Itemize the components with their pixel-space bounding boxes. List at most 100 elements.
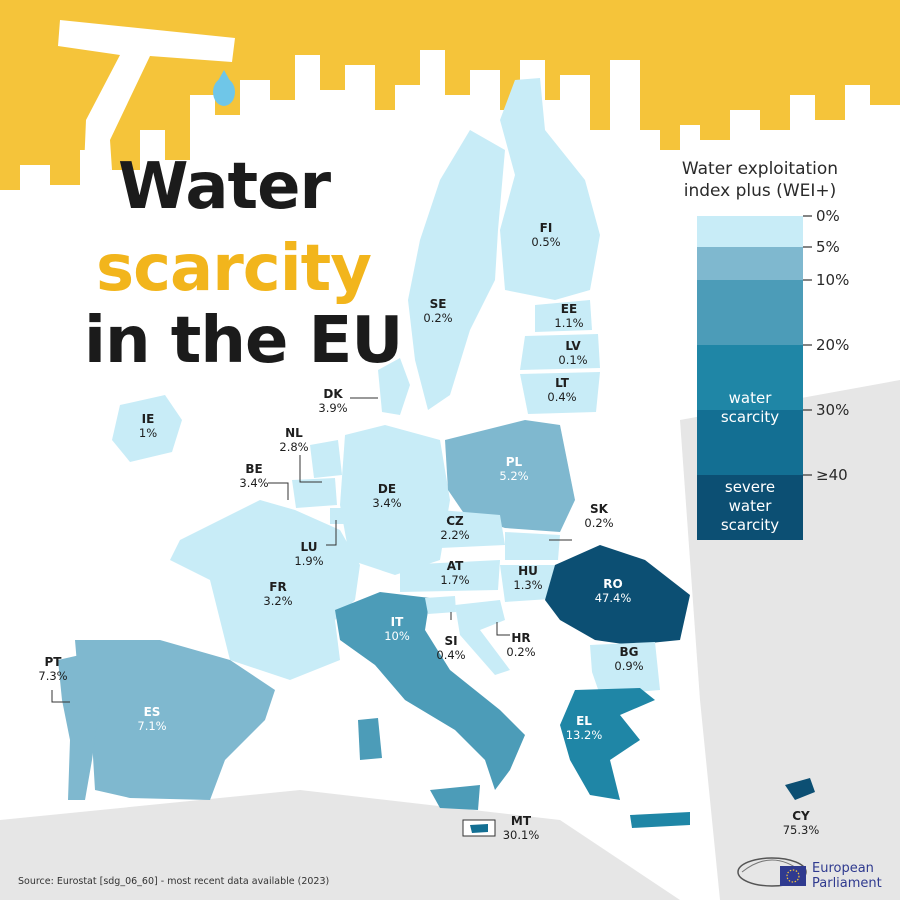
country-code-NL: NL bbox=[285, 426, 303, 440]
country-value-LT: 0.4% bbox=[547, 390, 576, 404]
water-drop-tip bbox=[214, 70, 234, 88]
legend-color-scale bbox=[697, 216, 803, 540]
country-code-CZ: CZ bbox=[446, 514, 464, 528]
legend-band-3 bbox=[697, 345, 803, 410]
country-value-HR: 0.2% bbox=[506, 645, 535, 659]
country-shape-LU bbox=[330, 508, 344, 524]
country-code-LU: LU bbox=[301, 540, 318, 554]
country-shape-SE bbox=[408, 130, 505, 410]
country-code-IE: IE bbox=[142, 412, 155, 426]
legend-title-line-2: index plus (WEI+) bbox=[683, 181, 837, 201]
country-value-HU: 1.3% bbox=[513, 578, 542, 592]
country-value-IT: 10% bbox=[384, 629, 410, 643]
country-shape-EL bbox=[560, 688, 655, 800]
title-line-scarcity: scarcity bbox=[96, 232, 372, 306]
country-value-ES: 7.1% bbox=[137, 719, 166, 733]
country-value-PT: 7.3% bbox=[38, 669, 67, 683]
legend-band-label-severe-scarcity: scarcity bbox=[721, 516, 779, 534]
country-shape-EL-crete bbox=[630, 812, 690, 828]
country-shape-FI bbox=[500, 78, 600, 300]
country-code-HR: HR bbox=[511, 631, 530, 645]
country-code-EE: EE bbox=[561, 302, 577, 316]
source-note: Source: Eurostat [sdg_06_60] - most rece… bbox=[18, 876, 330, 887]
country-shape-PL bbox=[445, 420, 575, 532]
country-code-SK: SK bbox=[590, 502, 609, 516]
country-code-HU: HU bbox=[518, 564, 538, 578]
country-shape-HR bbox=[455, 600, 510, 675]
country-shape-NL bbox=[310, 440, 342, 478]
european-parliament-logo bbox=[737, 857, 807, 887]
legend-tick-10: 10% bbox=[816, 271, 849, 289]
country-shape-SK bbox=[505, 532, 560, 560]
european-parliament-wordmark: European Parliament bbox=[812, 861, 882, 891]
legend-tick-20: 20% bbox=[816, 336, 849, 354]
country-shape-AT bbox=[400, 560, 500, 592]
country-value-SK: 0.2% bbox=[584, 516, 613, 530]
legend-tick-5: 5% bbox=[816, 238, 840, 256]
country-code-DE: DE bbox=[378, 482, 396, 496]
country-code-LT: LT bbox=[555, 376, 570, 390]
country-shape-CZ bbox=[440, 510, 505, 548]
country-code-SI: SI bbox=[444, 634, 457, 648]
leader-line bbox=[299, 455, 322, 483]
country-shape-IT-sicily bbox=[430, 785, 480, 810]
legend-title: Water exploitation index plus (WEI+) bbox=[660, 158, 860, 202]
country-value-CZ: 2.2% bbox=[440, 528, 469, 542]
country-code-FR: FR bbox=[269, 580, 286, 594]
logo-line-2: Parliament bbox=[812, 876, 882, 891]
country-value-SI: 0.4% bbox=[436, 648, 465, 662]
country-labels: FI0.5%SE0.2%EE1.1%LV0.1%LT0.4%DK3.9%IE1%… bbox=[38, 221, 819, 842]
country-value-NL: 2.8% bbox=[279, 440, 308, 454]
title-line-water: Water bbox=[118, 150, 331, 224]
country-code-BG: BG bbox=[620, 645, 639, 659]
legend-tick-lines bbox=[803, 215, 812, 476]
country-value-CY: 75.3% bbox=[783, 823, 820, 837]
legend-tick-40: ≥40 bbox=[816, 466, 848, 484]
country-code-LV: LV bbox=[565, 339, 581, 353]
country-code-AT: AT bbox=[447, 559, 464, 573]
country-shape-IE bbox=[112, 395, 182, 462]
legend-band-label-severe: severe bbox=[725, 478, 775, 496]
country-shape-RO bbox=[545, 545, 690, 645]
logo-line-1: European bbox=[812, 861, 874, 876]
country-code-IT: IT bbox=[391, 615, 404, 629]
legend-tick-0: 0% bbox=[816, 207, 840, 225]
country-shape-DE bbox=[340, 425, 450, 575]
country-code-EL: EL bbox=[576, 714, 592, 728]
country-value-DK: 3.9% bbox=[318, 401, 347, 415]
country-shape-EE bbox=[535, 300, 592, 332]
country-shape-LT bbox=[520, 372, 600, 414]
country-value-AT: 1.7% bbox=[440, 573, 469, 587]
country-value-EE: 1.1% bbox=[554, 316, 583, 330]
country-code-RO: RO bbox=[603, 577, 622, 591]
country-shape-PT bbox=[58, 655, 100, 800]
country-code-MT: MT bbox=[511, 814, 532, 828]
eu-flag-star-ring bbox=[786, 869, 800, 883]
country-value-DE: 3.4% bbox=[372, 496, 401, 510]
country-value-IE: 1% bbox=[139, 426, 157, 440]
country-value-LU: 1.9% bbox=[294, 554, 323, 568]
leader-line bbox=[496, 622, 510, 636]
legend-band-4 bbox=[697, 410, 803, 475]
leader-line bbox=[326, 520, 337, 546]
country-code-BE: BE bbox=[245, 462, 262, 476]
legend-tick-30: 30% bbox=[816, 401, 849, 419]
country-value-LV: 0.1% bbox=[558, 353, 587, 367]
country-shape-ES bbox=[75, 640, 275, 800]
country-code-ES: ES bbox=[144, 705, 161, 719]
country-value-RO: 47.4% bbox=[595, 591, 632, 605]
country-shape-BG bbox=[590, 642, 660, 695]
country-value-FR: 3.2% bbox=[263, 594, 292, 608]
country-value-MT: 30.1% bbox=[503, 828, 540, 842]
legend-band-label-severe-water: water bbox=[729, 497, 773, 515]
country-code-PL: PL bbox=[506, 455, 523, 469]
country-shape-FR bbox=[170, 500, 360, 680]
country-code-FI: FI bbox=[540, 221, 553, 235]
country-code-CY: CY bbox=[792, 809, 810, 823]
country-shape-IT bbox=[335, 592, 525, 790]
legend-band-label-scarcity: scarcity bbox=[721, 408, 779, 426]
legend-title-line-1: Water exploitation bbox=[681, 159, 839, 179]
country-code-SE: SE bbox=[430, 297, 447, 311]
leader-line bbox=[51, 690, 70, 703]
